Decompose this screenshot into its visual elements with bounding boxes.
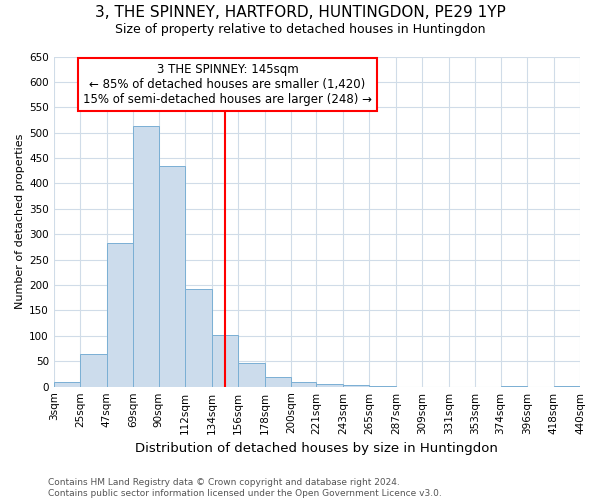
Bar xyxy=(212,336,238,386)
Text: 3, THE SPINNEY, HARTFORD, HUNTINGDON, PE29 1YP: 3, THE SPINNEY, HARTFORD, HUNTINGDON, PE… xyxy=(95,5,505,20)
Bar xyxy=(158,166,185,386)
X-axis label: Distribution of detached houses by size in Huntingdon: Distribution of detached houses by size … xyxy=(136,442,499,455)
Y-axis label: Number of detached properties: Number of detached properties xyxy=(15,134,25,310)
Text: 3 THE SPINNEY: 145sqm
← 85% of detached houses are smaller (1,420)
15% of semi-d: 3 THE SPINNEY: 145sqm ← 85% of detached … xyxy=(83,63,372,106)
Bar xyxy=(316,384,343,386)
Bar xyxy=(107,243,133,386)
Bar xyxy=(291,382,316,386)
Bar xyxy=(54,382,80,386)
Bar xyxy=(185,289,212,386)
Text: Size of property relative to detached houses in Huntingdon: Size of property relative to detached ho… xyxy=(115,22,485,36)
Bar xyxy=(343,385,369,386)
Text: Contains HM Land Registry data © Crown copyright and database right 2024.
Contai: Contains HM Land Registry data © Crown c… xyxy=(48,478,442,498)
Bar xyxy=(265,376,291,386)
Bar xyxy=(238,364,265,386)
Bar xyxy=(133,126,158,386)
Bar xyxy=(80,354,107,386)
